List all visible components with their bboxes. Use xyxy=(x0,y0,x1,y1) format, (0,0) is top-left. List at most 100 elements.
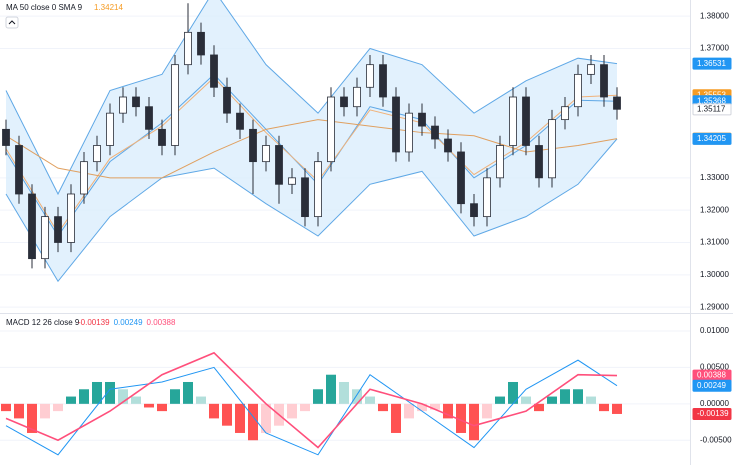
candle-body xyxy=(431,125,439,140)
candle-body xyxy=(574,73,582,108)
macd-line xyxy=(5,351,618,449)
candle-body xyxy=(15,145,23,195)
price-tag xyxy=(692,132,732,145)
histogram-bar xyxy=(365,396,375,404)
histogram-bar xyxy=(326,374,336,404)
histogram-bar xyxy=(313,389,323,404)
legend-label: MACD 12 26 close 9 xyxy=(6,318,80,327)
candle-body xyxy=(548,119,556,179)
histogram-bar xyxy=(430,403,440,410)
legend-value: 1.34214 xyxy=(94,3,123,12)
histogram-bar xyxy=(404,403,414,419)
price-tag-label: 0.00388 xyxy=(697,371,726,380)
candle-body xyxy=(496,145,504,179)
histogram-bar xyxy=(391,403,401,433)
candle-body xyxy=(119,96,127,114)
macd-line xyxy=(5,359,618,456)
histogram-bar xyxy=(287,403,297,419)
candle-body xyxy=(67,193,75,243)
y-tick-label: 0.00500 xyxy=(700,363,729,372)
candle-body xyxy=(236,112,244,130)
price-tag xyxy=(692,103,732,116)
histogram-bar xyxy=(456,403,466,433)
price-tag-label: 1.35553 xyxy=(697,90,726,99)
legend-value: 0.00388 xyxy=(147,318,176,327)
histogram-bar xyxy=(612,403,622,414)
histogram-bar xyxy=(209,403,219,419)
histogram-bar xyxy=(495,396,505,404)
histogram-bar xyxy=(469,403,479,441)
band-fill xyxy=(6,0,617,282)
collapse-button[interactable] xyxy=(5,16,19,29)
y-tick-label: 1.38000 xyxy=(700,11,729,20)
candle-body xyxy=(418,112,426,127)
candle-body xyxy=(210,54,218,88)
price-tag-label: 1.35368 xyxy=(697,96,726,105)
histogram-bar xyxy=(14,403,24,419)
price-tag-label: 1.35117 xyxy=(697,104,726,113)
candle-body xyxy=(132,96,140,108)
histogram-bar xyxy=(235,403,245,433)
price-tag xyxy=(692,407,732,420)
histogram-bar xyxy=(443,403,453,419)
histogram-bar xyxy=(300,403,310,412)
y-tick-label: 1.32000 xyxy=(700,205,729,214)
price-tag-label: -0.00139 xyxy=(697,409,729,418)
candle-body xyxy=(2,128,10,146)
candle-body xyxy=(379,64,387,98)
histogram-bar xyxy=(339,381,349,404)
histogram-bar xyxy=(196,396,206,404)
candle-body xyxy=(587,64,595,75)
candle-body xyxy=(197,31,205,56)
y-tick-label: 1.33000 xyxy=(700,173,729,182)
histogram-bar xyxy=(521,396,531,404)
candle-body xyxy=(327,96,335,163)
candle-body xyxy=(171,64,179,146)
candle-body xyxy=(470,203,478,218)
histogram-bar xyxy=(248,403,258,441)
y-tick-label: 0.00000 xyxy=(700,399,729,408)
price-tag-label: 1.36531 xyxy=(697,59,726,68)
histogram-bar xyxy=(66,396,76,404)
candle-body xyxy=(41,216,49,260)
candle-body xyxy=(522,96,530,146)
candle-body xyxy=(145,106,153,130)
candle-body xyxy=(275,145,283,185)
histogram-bar xyxy=(508,381,518,404)
candle-body xyxy=(405,112,413,153)
histogram-bar xyxy=(105,381,115,404)
histogram-bar xyxy=(53,403,63,412)
histogram-bar xyxy=(27,403,37,433)
candle-body xyxy=(444,138,452,153)
histogram-bar xyxy=(118,389,128,404)
candle-body xyxy=(535,145,543,179)
histogram-bar xyxy=(131,396,141,404)
candle-body xyxy=(392,96,400,153)
histogram-bar xyxy=(378,403,388,412)
candle-body xyxy=(457,151,465,205)
histogram-bar xyxy=(157,403,167,412)
y-tick-label: 1.29000 xyxy=(700,302,729,311)
candle-body xyxy=(353,86,361,108)
histogram-bar xyxy=(534,403,544,412)
histogram-bar xyxy=(586,396,596,404)
y-tick-label: -0.00500 xyxy=(700,435,732,444)
candle-body xyxy=(249,128,257,163)
histogram-bar xyxy=(560,389,570,404)
candle-body xyxy=(483,177,491,218)
legend-value: -0.00139 xyxy=(78,318,110,327)
candle-body xyxy=(106,112,114,146)
candle-body xyxy=(184,31,192,66)
candle-body xyxy=(600,64,608,98)
y-tick-label: 1.31000 xyxy=(700,238,729,247)
histogram-bar xyxy=(222,403,232,426)
candle-body xyxy=(340,96,348,108)
histogram-bar xyxy=(547,396,557,404)
y-tick-label: 1.37000 xyxy=(700,44,729,53)
candle-body xyxy=(54,216,62,243)
candle-body xyxy=(288,177,296,185)
candle-body xyxy=(509,96,517,146)
y-tick-label: 1.30000 xyxy=(700,270,729,279)
